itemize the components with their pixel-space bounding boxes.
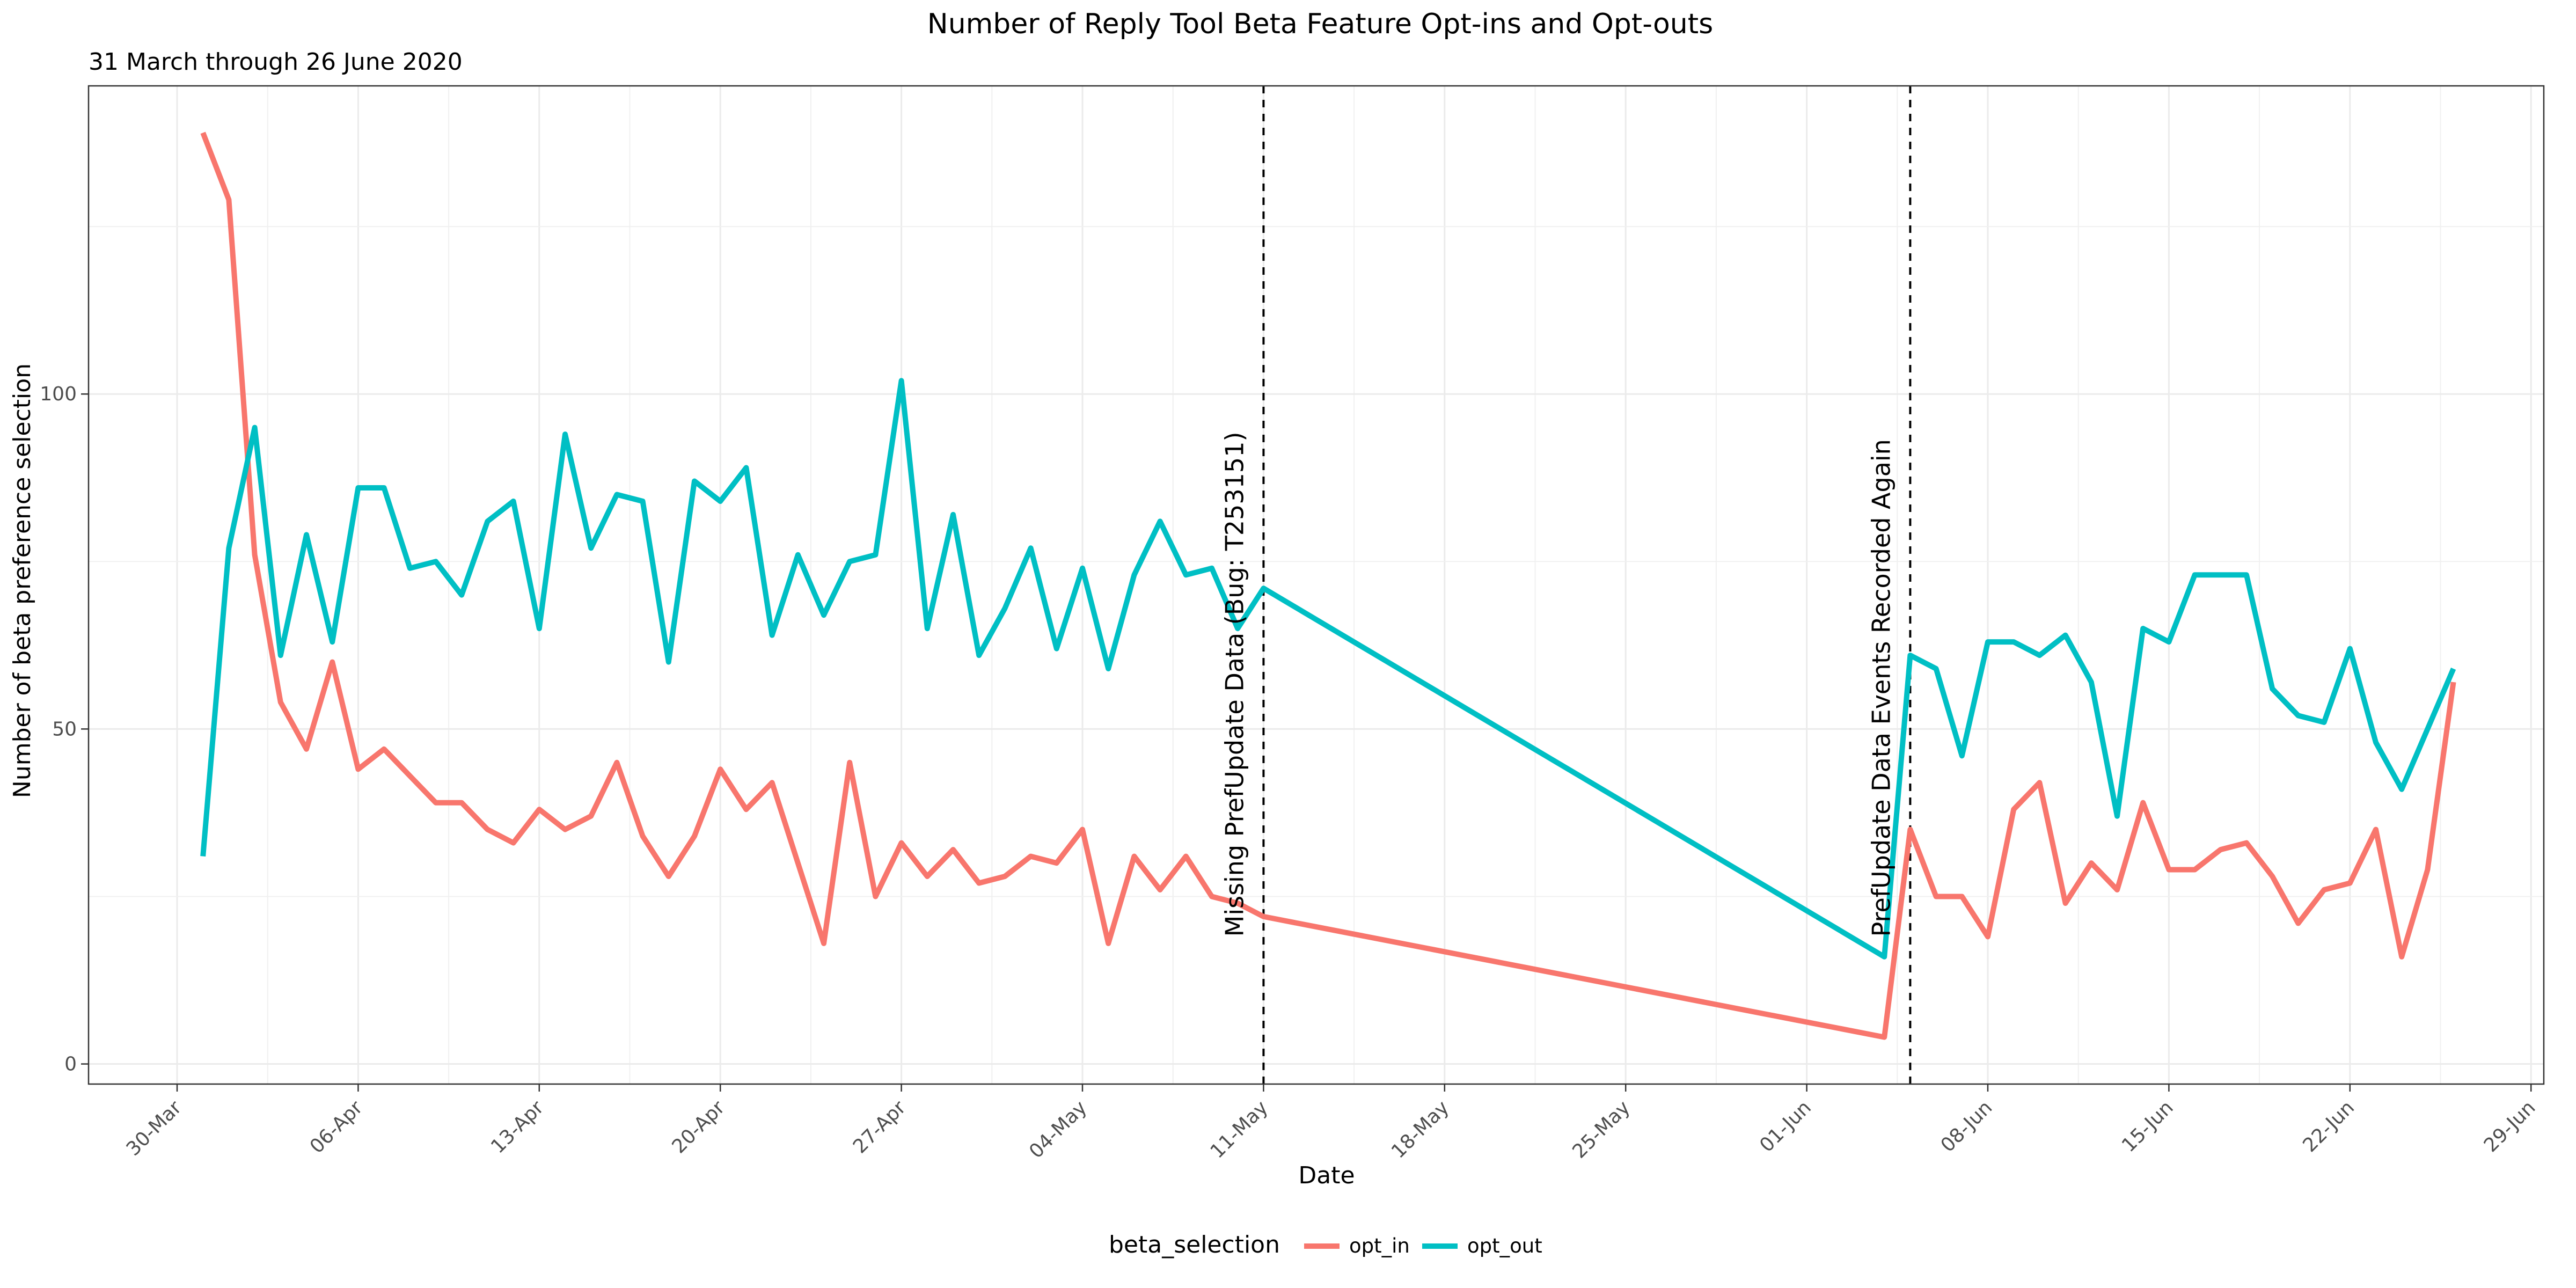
y-axis-ticks: 0 50 100 xyxy=(40,383,89,1075)
legend-items: opt_in opt_out xyxy=(1304,1234,1542,1257)
annotation-label: Missing PrefUpdate Data (Bug: T253151) xyxy=(1220,432,1249,937)
x-tick-label: 15-Jun xyxy=(2118,1096,2178,1157)
x-axis-title: Date xyxy=(1298,1162,1355,1189)
plot-panel-border xyxy=(87,85,2545,1085)
x-tick-label: 27-Apr xyxy=(849,1096,910,1158)
y-tick-label: 50 xyxy=(52,718,77,740)
x-tick-label: 22-Jun xyxy=(2299,1096,2359,1157)
x-tick-label: 18-May xyxy=(1387,1096,1453,1162)
y-tick-label: 0 xyxy=(64,1053,77,1075)
x-axis-ticks: 30-Mar 06-Apr 13-Apr 20-Apr 27-Apr 04-May 11-M… xyxy=(122,1084,2540,1163)
series-lines xyxy=(200,131,2456,1040)
x-tick-label: 25-May xyxy=(1568,1096,1634,1162)
chart-title: Number of Reply Tool Beta Feature Opt-in… xyxy=(927,8,1713,40)
legend-title: beta_selection xyxy=(1109,1231,1280,1258)
y-axis-title: Number of beta preference selection xyxy=(9,363,36,798)
x-tick-label: 06-Apr xyxy=(306,1096,367,1158)
legend: beta_selection opt_in opt_out xyxy=(1109,1231,1542,1258)
annotation-labels: Missing PrefUpdate Data (Bug: T253151) Pr… xyxy=(1220,432,1896,937)
series-line-opt_in xyxy=(200,131,2456,1040)
x-tick-label: 13-Apr xyxy=(487,1096,548,1158)
series-line-opt_out xyxy=(200,378,2456,960)
x-tick-label: 20-Apr xyxy=(668,1096,729,1158)
x-tick-label: 08-Jun xyxy=(1937,1096,1997,1157)
plot-background xyxy=(89,86,2544,1084)
x-tick-label: 11-May xyxy=(1206,1096,1272,1162)
annotation-label: PrefUpdate Data Events Recorded Again xyxy=(1867,439,1896,936)
x-tick-label: 30-Mar xyxy=(122,1096,186,1160)
legend-label-opt_out: opt_out xyxy=(1467,1234,1542,1257)
x-tick-label: 01-Jun xyxy=(1755,1096,1816,1157)
x-tick-label: 04-May xyxy=(1025,1096,1091,1162)
x-tick-label: 29-Jun xyxy=(2480,1096,2540,1157)
y-tick-label: 100 xyxy=(40,383,77,405)
legend-label-opt_in: opt_in xyxy=(1349,1234,1410,1257)
chart-subtitle: 31 March through 26 June 2020 xyxy=(89,48,463,76)
